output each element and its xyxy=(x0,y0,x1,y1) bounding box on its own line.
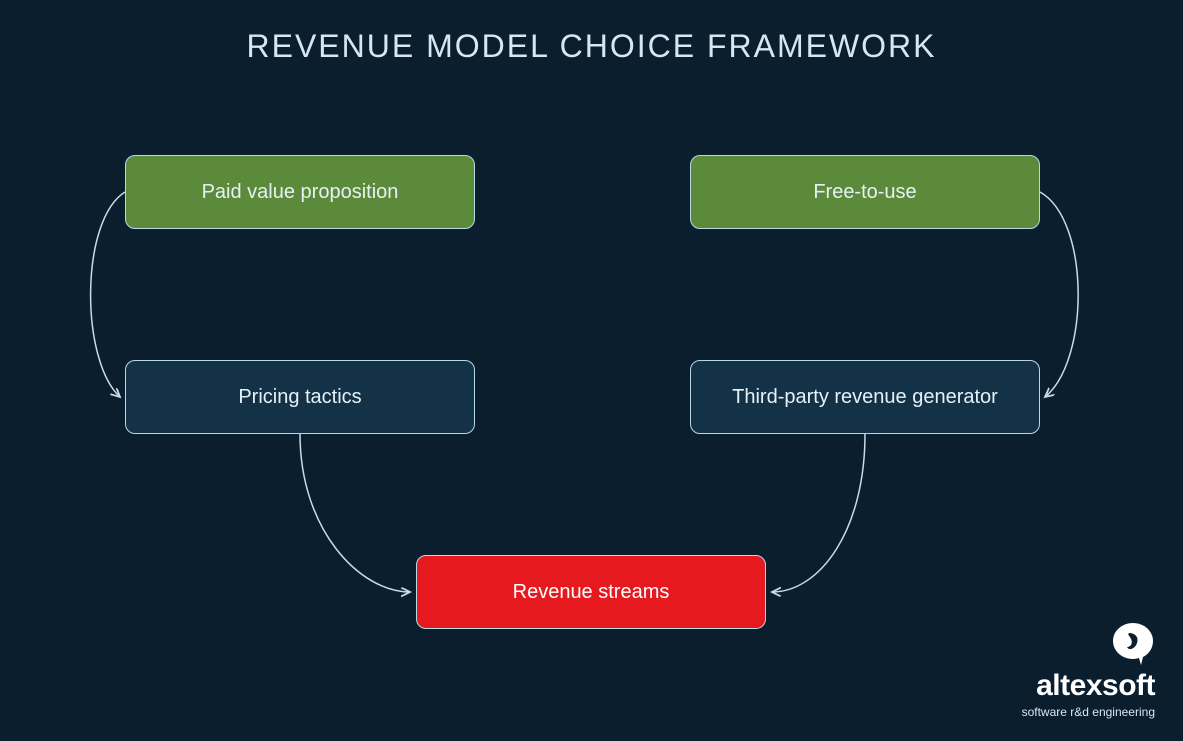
logo-brand-text: altexsoft xyxy=(1022,671,1155,701)
brand-logo: altexsoft software r&d engineering xyxy=(1022,621,1155,719)
node-free: Free-to-use xyxy=(690,155,1040,229)
diagram-title: REVENUE MODEL CHOICE FRAMEWORK xyxy=(0,28,1183,65)
node-revenue: Revenue streams xyxy=(416,555,766,629)
logo-tagline: software r&d engineering xyxy=(1022,705,1155,719)
logo-bubble-icon xyxy=(1111,621,1155,665)
edge-third-revenue xyxy=(772,434,865,592)
node-pricing: Pricing tactics xyxy=(125,360,475,434)
edge-paid-pricing xyxy=(91,192,125,397)
edge-pricing-revenue xyxy=(300,434,410,592)
edge-free-third xyxy=(1040,192,1078,397)
node-third: Third-party revenue generator xyxy=(690,360,1040,434)
node-paid: Paid value proposition xyxy=(125,155,475,229)
